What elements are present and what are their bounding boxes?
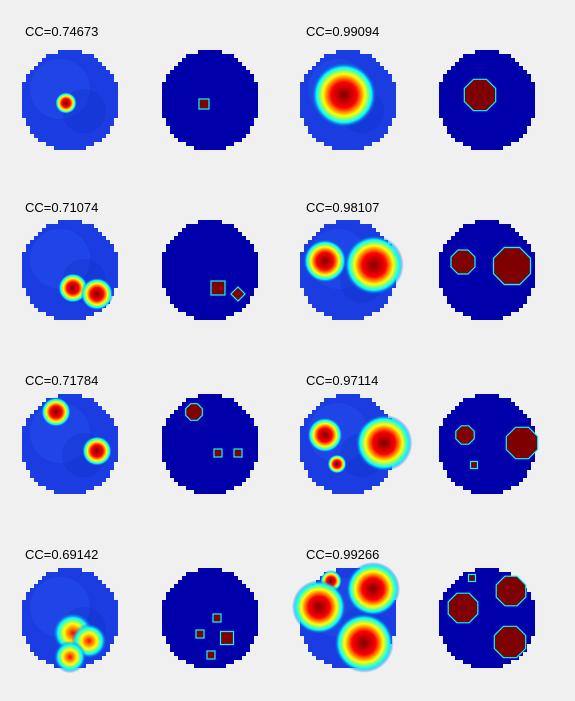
cc-label-r2-right: CC=0.98107: [306, 200, 380, 215]
inclusion-octagon: [455, 425, 475, 445]
inclusion-blob: [327, 454, 347, 474]
panel-r4-c4: [439, 568, 535, 672]
inclusion-square: [206, 650, 216, 660]
inclusion-octagon: [495, 575, 527, 607]
ground-truth-disc: [162, 394, 258, 498]
inclusion-blob: [53, 640, 87, 674]
inclusion-square: [233, 448, 243, 458]
inclusion-blob: [82, 436, 112, 466]
inclusion-blob: [311, 62, 377, 128]
inclusion-octagon: [185, 403, 203, 421]
panel-r2-c4: [439, 220, 535, 324]
cc-label-r3-left: CC=0.71784: [25, 373, 99, 388]
inclusion-blob: [303, 239, 347, 283]
panel-r3-c4: [439, 394, 539, 498]
inclusion-blob: [80, 277, 114, 311]
panel-r2-c2: [162, 220, 258, 324]
inclusion-octagon: [450, 249, 476, 275]
inclusion-square: [198, 98, 210, 110]
inclusion-octagon: [493, 625, 527, 659]
panel-r2-c3: [300, 220, 404, 324]
inclusion-blob: [344, 235, 404, 295]
ground-truth-disc: [162, 220, 258, 324]
inclusion-octagon: [492, 246, 532, 286]
panel-r1-c2: [162, 50, 258, 154]
inclusion-blob: [41, 397, 71, 427]
inclusion-blob: [307, 417, 343, 453]
cc-label-r1-left: CC=0.74673: [25, 24, 99, 39]
cc-label-r3-right: CC=0.97114: [306, 373, 379, 388]
inclusion-octagon: [447, 592, 479, 624]
ground-truth-disc: [439, 220, 535, 324]
inclusion-square: [195, 629, 205, 639]
inclusion-blob: [58, 273, 88, 303]
cc-label-r1-right: CC=0.99094: [306, 24, 380, 39]
inclusion-square: [219, 630, 235, 646]
inclusion-square: [210, 280, 226, 296]
panel-r3-c1: [22, 394, 118, 498]
inclusion-square: [467, 573, 477, 583]
inclusion-square: [213, 448, 223, 458]
inclusion-blob: [292, 580, 346, 634]
inclusion-blob: [55, 92, 77, 114]
panel-r4-c3: [292, 562, 400, 673]
ground-truth-disc: [162, 50, 258, 154]
cc-label-r2-left: CC=0.71074: [25, 200, 99, 215]
cc-label-r4-left: CC=0.69142: [25, 547, 99, 562]
panel-r4-c2: [162, 568, 258, 672]
panel-r1-c3: [300, 50, 396, 154]
inclusion-square: [230, 286, 246, 302]
panel-r4-c1: [22, 568, 118, 674]
inclusion-blob: [346, 562, 400, 616]
panel-r1-c1: [22, 50, 118, 154]
panel-r2-c1: [22, 220, 118, 324]
ground-truth-disc: [162, 568, 258, 672]
panel-r1-c4: [439, 50, 535, 154]
inclusion-square: [212, 613, 222, 623]
inclusion-blob: [334, 613, 394, 673]
inclusion-octagon: [463, 78, 497, 112]
panel-r3-c3: [300, 394, 413, 498]
ground-truth-disc: [439, 394, 535, 498]
panel-r3-c2: [162, 394, 258, 498]
inclusion-square: [469, 460, 479, 470]
inclusion-blob: [355, 414, 413, 472]
cc-label-r4-right: CC=0.99266: [306, 547, 380, 562]
inclusion-octagon: [505, 426, 539, 460]
